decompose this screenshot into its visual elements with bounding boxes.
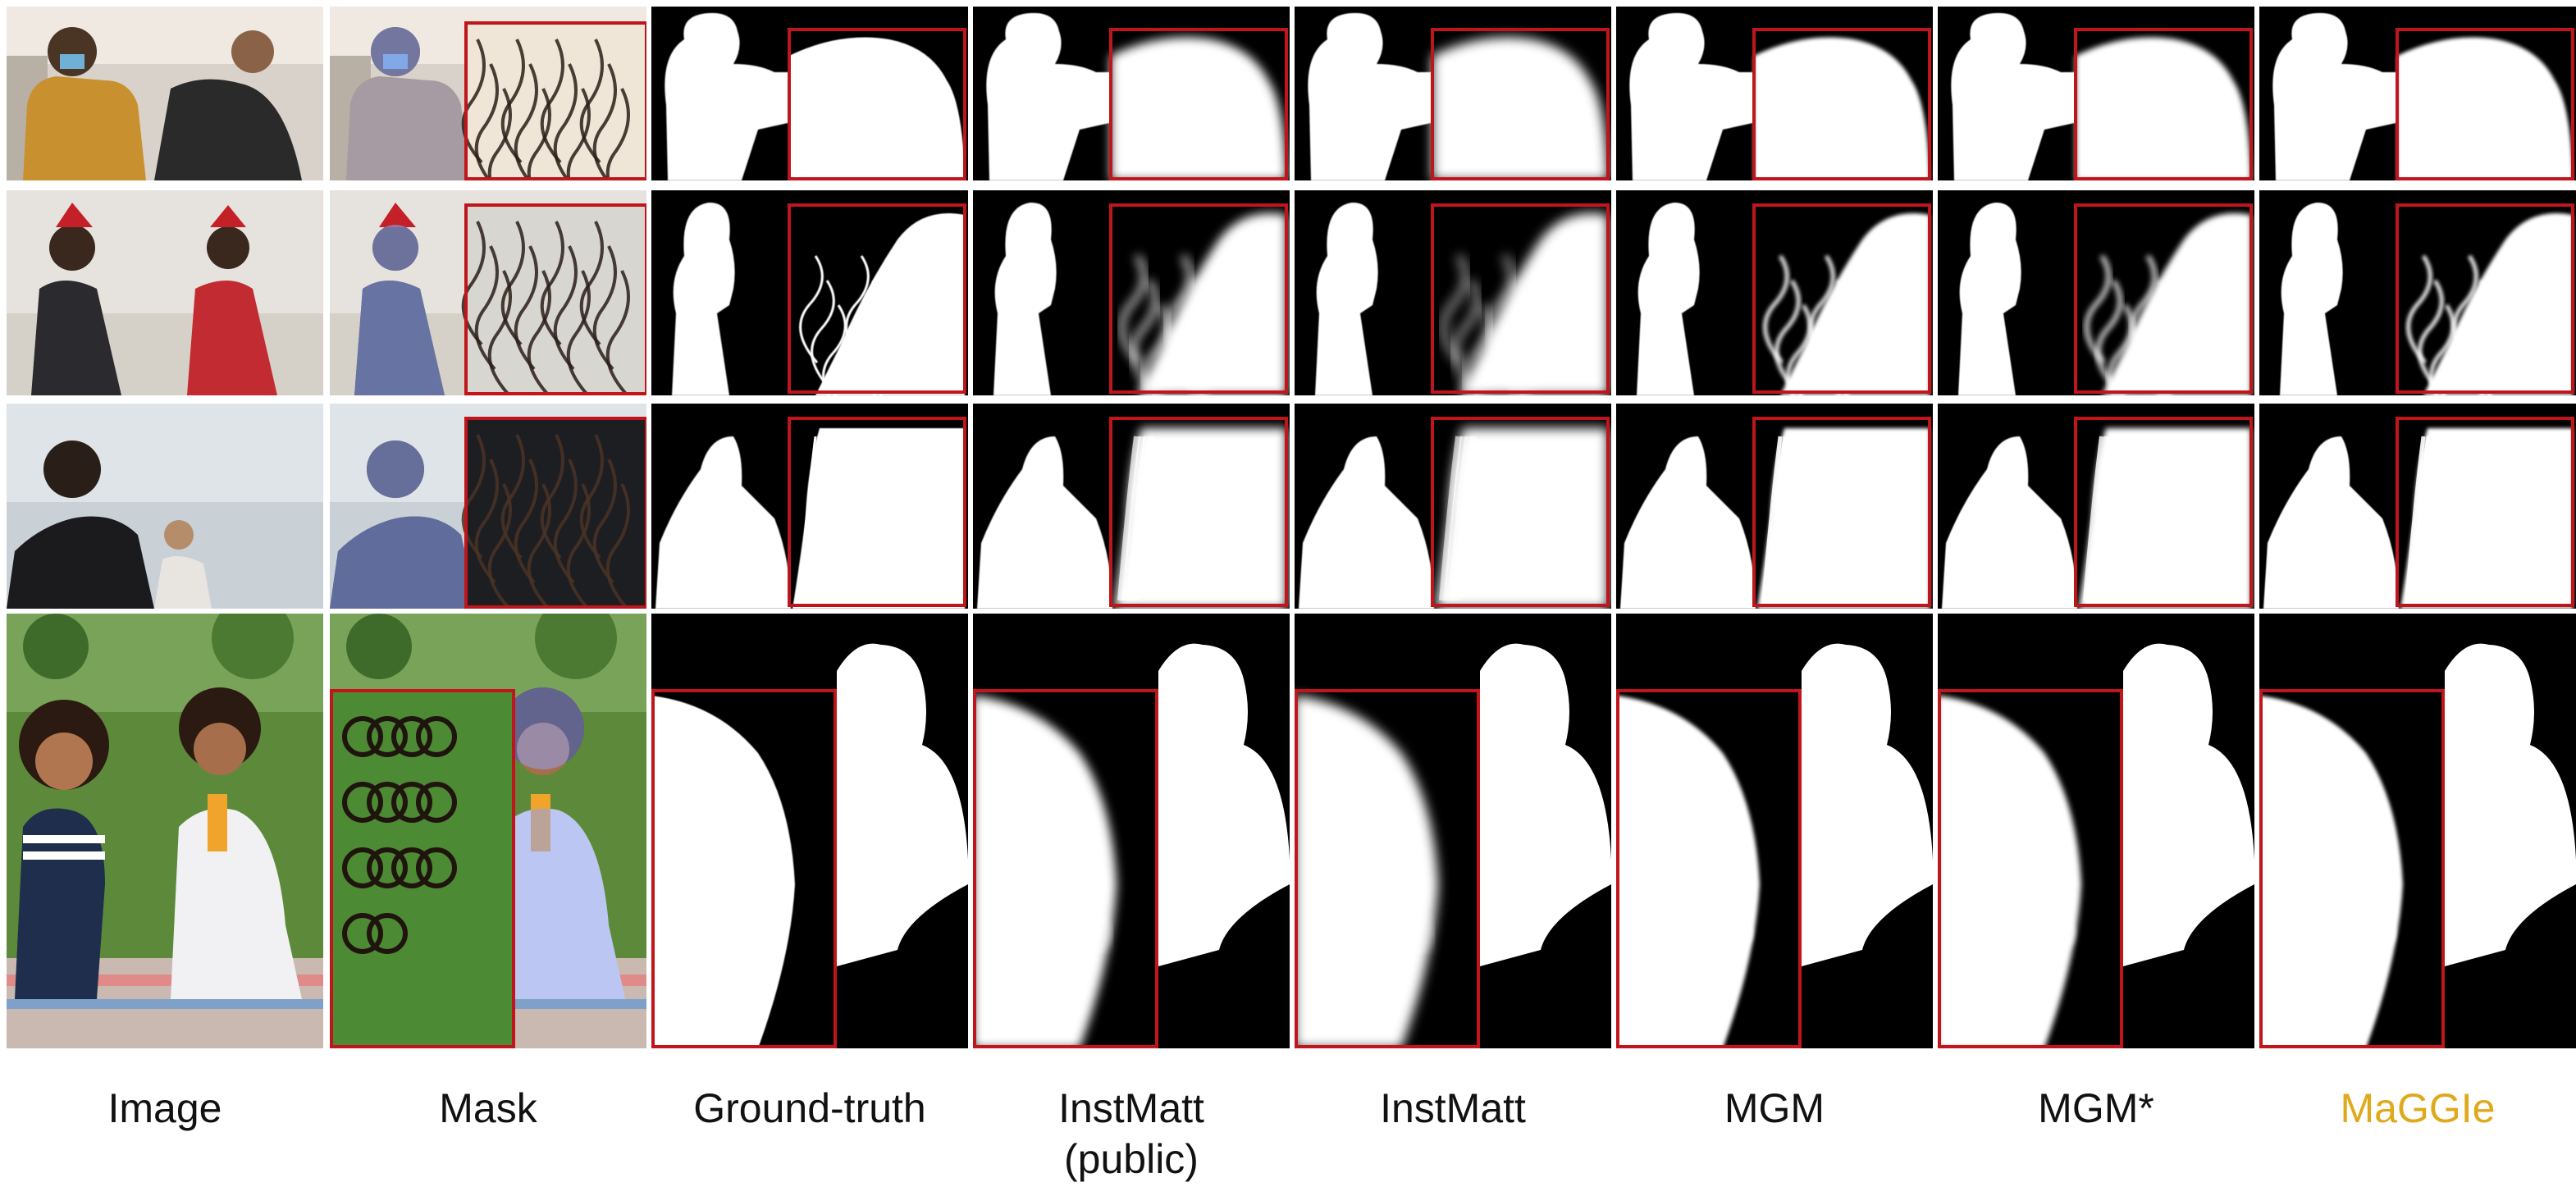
two-women-santa-hats-mgm_star-cell: [1938, 190, 2254, 395]
column-label-mgm: MGM: [1724, 1085, 1825, 1131]
column-label-instmatt: InstMatt: [1380, 1085, 1526, 1131]
two-girls-picnic-mgm_star-cell: [1938, 614, 2254, 1048]
two-men-elbow-bump-gt-cell: [651, 7, 968, 180]
two-women-sky-gt-cell: [651, 404, 968, 609]
two-women-santa-hats-mask-cell: [330, 190, 646, 395]
two-women-santa-hats-maggie-cell: [2259, 190, 2576, 395]
column-label-maggie: MaGGIe: [2340, 1085, 2496, 1131]
two-girls-picnic-mgm-cell: [1616, 614, 1933, 1048]
two-women-sky-mgm-cell: [1616, 404, 1933, 609]
two-women-santa-hats-gt-cell: [651, 190, 968, 395]
two-women-sky-mask-cell: [330, 404, 646, 609]
two-women-sky-maggie-cell: [2259, 404, 2576, 609]
two-men-elbow-bump-mgm-cell: [1616, 7, 1933, 180]
two-women-santa-hats-instmatt-cell: [1295, 190, 1611, 395]
two-men-elbow-bump-mask-cell: [330, 7, 646, 180]
two-men-elbow-bump-instmatt_public-cell: [973, 7, 1290, 180]
two-men-elbow-bump-mgm_star-cell: [1938, 7, 2254, 180]
two-men-elbow-bump-instmatt-cell: [1295, 7, 1611, 180]
two-girls-picnic-mask-cell: [330, 614, 646, 1048]
two-girls-picnic-instmatt_public-cell: [973, 614, 1290, 1048]
two-girls-picnic-maggie-cell: [2259, 614, 2576, 1048]
two-men-elbow-bump-maggie-cell: [2259, 7, 2576, 180]
two-women-sky-image-cell: [7, 404, 323, 609]
column-label-image: Image: [107, 1085, 222, 1131]
two-girls-picnic-instmatt-cell: [1295, 614, 1611, 1048]
two-women-sky-instmatt-cell: [1295, 404, 1611, 609]
two-women-santa-hats-mgm-cell: [1616, 190, 1933, 395]
column-label-instmatt_public: InstMatt (public): [1058, 1085, 1204, 1182]
two-girls-picnic-gt-cell: [651, 614, 968, 1048]
column-label-mgm_star: MGM*: [2038, 1085, 2154, 1131]
two-women-santa-hats-image-cell: [7, 190, 323, 395]
two-girls-picnic-image-cell: [7, 614, 323, 1048]
two-women-sky-mgm_star-cell: [1938, 404, 2254, 609]
column-label-mask: Mask: [439, 1085, 537, 1131]
column-label-gt: Ground-truth: [693, 1085, 926, 1131]
two-women-sky-instmatt_public-cell: [973, 404, 1290, 609]
two-women-santa-hats-instmatt_public-cell: [973, 190, 1290, 395]
two-men-elbow-bump-image-cell: [7, 7, 323, 180]
